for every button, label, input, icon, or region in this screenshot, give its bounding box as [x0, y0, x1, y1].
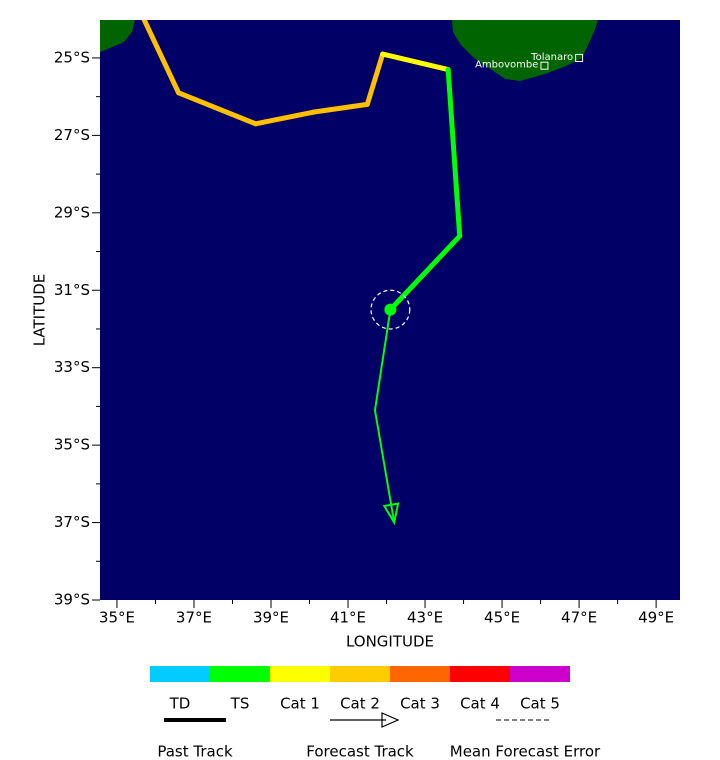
past-track-segment [310, 101, 370, 115]
legend-item: Mean Forecast Error [450, 743, 601, 760]
land-africa [100, 20, 135, 52]
x-tick-label: 47°E [561, 609, 597, 627]
legend-category: Cat 5 [520, 695, 560, 713]
x-tick-label: 49°E [638, 609, 674, 627]
y-tick-label: 31°S [54, 281, 90, 299]
past-track-segment [364, 51, 386, 107]
forecast-arrowhead [382, 502, 400, 526]
legend-category: Cat 1 [280, 695, 320, 713]
x-tick-label: 41°E [330, 609, 366, 627]
legend-item: Forecast Track [306, 743, 414, 760]
legend-color [510, 666, 570, 682]
x-tick-label: 45°E [484, 609, 520, 627]
place-marker [575, 53, 584, 62]
y-tick-label: 37°S [54, 513, 90, 531]
past-track-segment [380, 51, 451, 73]
mean-forecast-error [370, 289, 411, 330]
past-track-segment [445, 67, 463, 239]
current-position [384, 303, 397, 316]
x-tick-label: 39°E [253, 609, 289, 627]
legend-color [270, 666, 330, 682]
legend-color [150, 666, 210, 682]
land-madagascar [452, 20, 598, 81]
legend-category: Cat 3 [400, 695, 440, 713]
legend-category: TS [230, 695, 250, 713]
past-track-segment [253, 109, 316, 127]
forecast-track [373, 309, 396, 523]
y-tick-label: 39°S [54, 591, 90, 609]
past-track-segment [176, 90, 259, 127]
legend-item: Past Track [157, 743, 233, 760]
legend-category: Cat 4 [460, 695, 500, 713]
y-tick-label: 29°S [54, 203, 90, 221]
legend-category: Cat 2 [340, 695, 380, 713]
place-label: Ambovombe [475, 60, 538, 71]
forecast-arrow-symbol [381, 712, 400, 728]
past-track-segment [141, 20, 182, 96]
x-tick-label: 37°E [176, 609, 212, 627]
legend-color [330, 666, 390, 682]
x-tick-label: 35°E [99, 609, 135, 627]
legend-category: TD [169, 695, 191, 713]
y-tick-label: 25°S [54, 48, 90, 66]
legend-color [390, 666, 450, 682]
y-axis-label: LATITUDE [31, 274, 49, 347]
past-track-segment [387, 233, 463, 313]
x-axis-label: LONGITUDE [346, 633, 434, 651]
x-tick-label: 43°E [407, 609, 443, 627]
y-tick-label: 27°S [54, 126, 90, 144]
place-marker [540, 61, 549, 70]
place-label: Tolanaro [530, 52, 573, 63]
legend-color [210, 666, 270, 682]
y-tick-label: 33°S [54, 358, 90, 376]
y-tick-label: 35°S [54, 436, 90, 454]
legend-color [450, 666, 510, 682]
